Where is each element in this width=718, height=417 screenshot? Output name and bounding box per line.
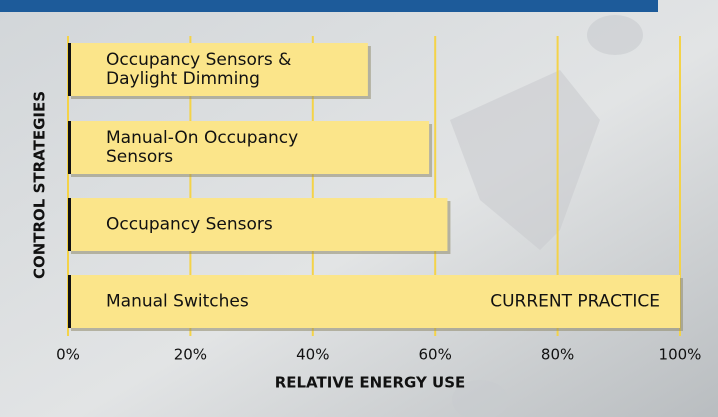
screw (587, 15, 643, 55)
x-tick-label: 0% (56, 346, 80, 364)
x-tick-label: 20% (174, 346, 207, 364)
x-tick-label: 100% (659, 346, 702, 364)
category-label: Occupancy Sensors (106, 215, 273, 235)
bar-edge (68, 43, 71, 96)
bar-edge (68, 198, 71, 251)
x-tick-label: 80% (541, 346, 574, 364)
x-axis-label: RELATIVE ENERGY USE (275, 374, 466, 392)
header-band (0, 0, 658, 12)
category-label: Manual Switches (106, 292, 249, 312)
annotation: CURRENT PRACTICE (490, 292, 660, 312)
y-axis-label: CONTROL STRATEGIES (31, 91, 49, 279)
bar-edge (68, 275, 71, 328)
x-tick-label: 40% (296, 346, 329, 364)
bar-edge (68, 121, 71, 174)
x-tick-label: 60% (419, 346, 452, 364)
chart: CONTROL STRATEGIES RELATIVE ENERGY USE 0… (0, 0, 718, 417)
